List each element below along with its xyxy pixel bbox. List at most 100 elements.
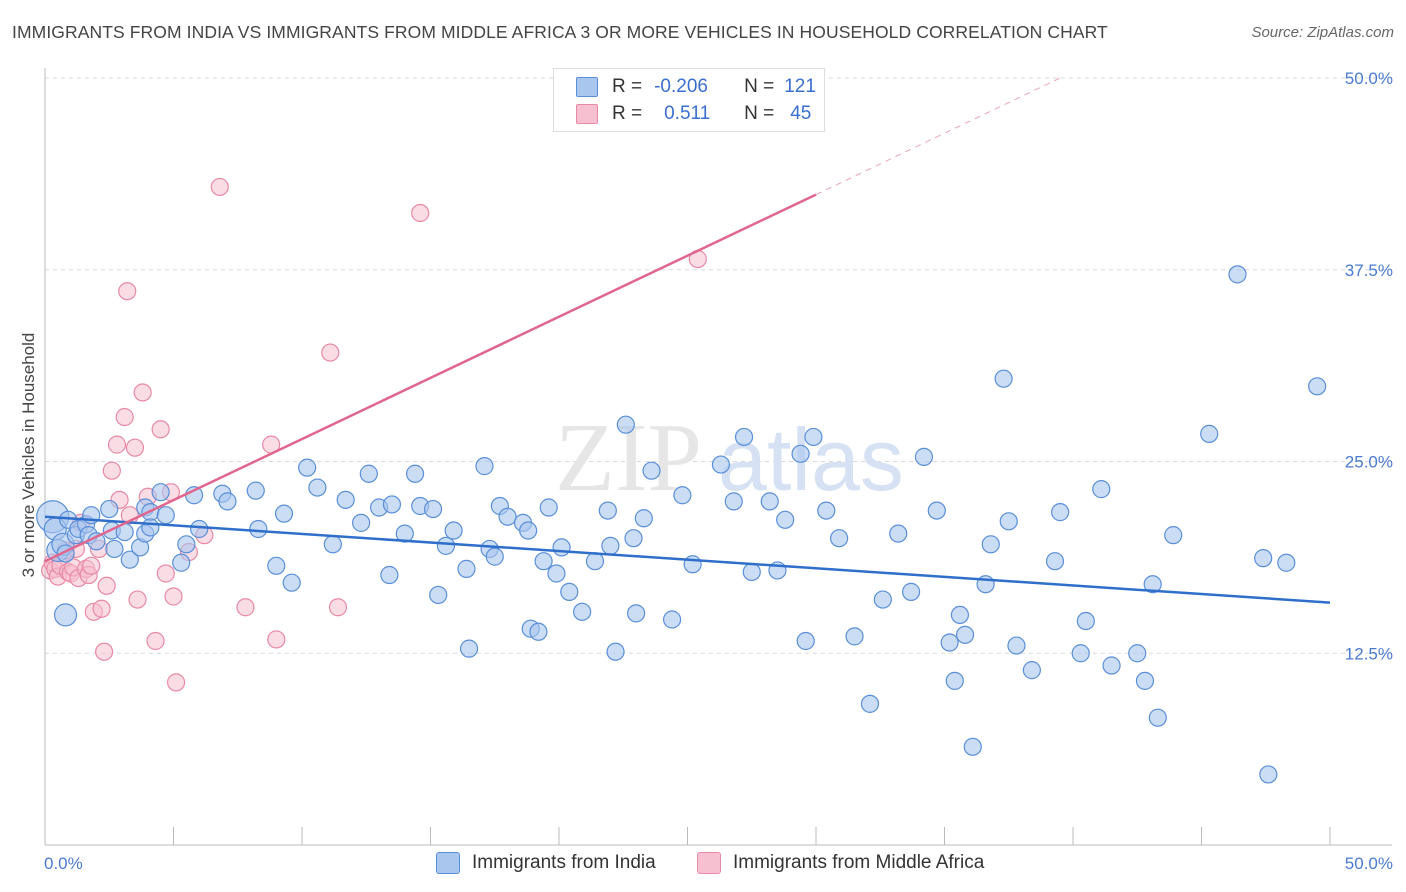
india-point-108: [999, 512, 1018, 531]
india-point-44: [382, 495, 402, 514]
india-point-28: [190, 519, 209, 539]
africa-point-34: [164, 587, 183, 606]
x-tick-label-1: 50.0%: [1345, 854, 1393, 873]
y-tick-label-3: 50.0%: [1345, 69, 1393, 88]
africa-point-43: [328, 598, 348, 617]
india-point-102: [950, 605, 970, 625]
africa-point-38: [210, 177, 229, 197]
india-point-53: [459, 639, 479, 658]
y-tick-label-0: 12.5%: [1345, 644, 1393, 663]
trend-lines: [44, 77, 1331, 604]
india-point-74: [624, 529, 643, 548]
india-point-5: [53, 603, 78, 627]
india-point-81: [711, 455, 731, 474]
india-point-96: [889, 524, 908, 543]
africa-point-31: [151, 420, 170, 439]
africa-point-27: [128, 590, 147, 609]
india-points: [36, 265, 1327, 784]
india-point-63: [534, 552, 553, 571]
india-point-100: [940, 633, 959, 652]
india-point-118: [1135, 671, 1155, 690]
india-point-23: [151, 483, 170, 502]
india-point-114: [1076, 611, 1095, 631]
india-point-76: [634, 509, 653, 528]
india-point-90: [804, 427, 823, 447]
india-point-60: [519, 521, 538, 540]
india-point-84: [742, 562, 761, 582]
india-point-40: [352, 513, 371, 532]
india-point-68: [573, 602, 592, 621]
india-point-15: [105, 539, 124, 559]
india-point-92: [830, 529, 849, 548]
india-point-41: [359, 464, 378, 483]
africa-n-value: 45: [790, 103, 812, 124]
india-point-106: [981, 535, 1000, 554]
india-point-64: [539, 498, 558, 517]
india-point-99: [927, 501, 946, 520]
india-point-25: [172, 553, 191, 572]
africa-point-23: [115, 407, 134, 427]
india-point-94: [860, 694, 880, 713]
india-point-52: [457, 559, 476, 578]
india-point-22: [141, 518, 160, 537]
india-point-91: [817, 501, 836, 520]
y-axis-label: 3 or more Vehicles in Household: [19, 333, 38, 578]
series-legend: Immigrants from India Immigrants from Mi…: [0, 852, 1406, 878]
india-swatch: [576, 77, 598, 97]
india-legend-label: Immigrants from India: [472, 852, 656, 873]
india-point-88: [791, 444, 810, 463]
india-point-116: [1102, 656, 1121, 675]
india-point-71: [601, 536, 620, 555]
india-point-43: [380, 565, 399, 585]
india-point-75: [626, 604, 646, 623]
india-point-49: [429, 585, 448, 605]
africa-trendline-extension: [815, 77, 1061, 196]
africa-n-label: N =: [744, 103, 775, 124]
africa-point-21: [107, 435, 127, 454]
india-n-value: 121: [784, 76, 816, 97]
india-point-115: [1092, 480, 1111, 499]
india-n-label: N =: [744, 76, 775, 97]
africa-point-14: [82, 556, 101, 575]
legend-item-africa[interactable]: Immigrants from Middle Africa: [697, 852, 984, 874]
africa-point-30: [146, 631, 165, 651]
africa-point-35: [166, 673, 186, 692]
india-point-120: [1148, 708, 1167, 727]
x-tick-label-0: 0.0%: [44, 854, 83, 873]
india-point-73: [616, 415, 635, 434]
india-point-24: [156, 506, 175, 525]
india-point-62: [529, 622, 548, 641]
india-point-117: [1128, 644, 1147, 663]
india-point-37: [308, 478, 327, 497]
india-point-58: [498, 507, 517, 526]
legend-item-india[interactable]: Immigrants from India: [436, 852, 656, 874]
india-point-38: [323, 535, 342, 554]
axes: [44, 68, 1392, 846]
india-point-95: [873, 590, 892, 609]
india-point-107: [994, 369, 1013, 388]
india-point-79: [673, 486, 692, 505]
africa-point-28: [133, 383, 152, 402]
india-point-80: [683, 555, 702, 574]
india-point-67: [560, 582, 579, 601]
india-point-109: [1007, 636, 1026, 655]
india-point-35: [282, 573, 301, 592]
india-point-125: [1259, 765, 1278, 784]
india-point-98: [914, 447, 934, 466]
africa-legend-swatch: [697, 852, 721, 874]
africa-swatch: [576, 104, 598, 124]
india-point-89: [796, 631, 815, 651]
india-point-48: [423, 499, 443, 519]
india-legend-swatch: [436, 852, 460, 874]
india-point-113: [1071, 644, 1090, 663]
india-point-66: [552, 538, 571, 557]
india-point-36: [298, 458, 317, 477]
africa-point-19: [97, 576, 116, 595]
africa-r-value: 0.511: [664, 103, 711, 124]
africa-point-42: [321, 343, 340, 362]
africa-r-label: R =: [612, 103, 643, 124]
africa-legend-label: Immigrants from Middle Africa: [733, 852, 985, 873]
africa-point-41: [267, 630, 286, 649]
india-point-123: [1228, 265, 1247, 284]
